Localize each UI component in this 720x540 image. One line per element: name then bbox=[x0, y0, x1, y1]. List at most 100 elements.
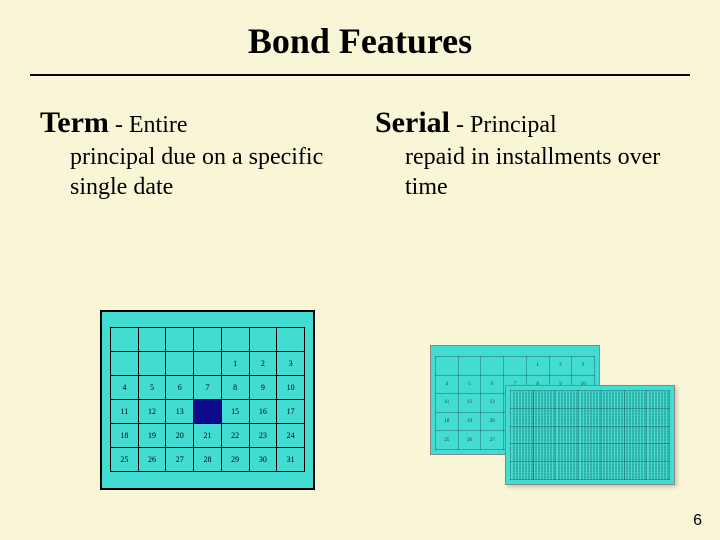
page-title: Bond Features bbox=[0, 0, 720, 74]
term-calendar: 1234567891011121314151617181920212223242… bbox=[100, 310, 315, 490]
mini-cell bbox=[504, 357, 527, 376]
calendar-cell: 1 bbox=[221, 352, 249, 376]
mini-cell: 1 bbox=[526, 357, 549, 376]
mini-cell bbox=[511, 462, 534, 480]
mini-cell bbox=[556, 408, 579, 426]
mini-cell bbox=[624, 462, 647, 480]
mini-cell bbox=[556, 426, 579, 444]
mini-cell: 6 bbox=[481, 375, 504, 394]
mini-cell bbox=[436, 357, 459, 376]
mini-cell bbox=[533, 462, 556, 480]
calendar-cell: 10 bbox=[277, 376, 305, 400]
mini-cell bbox=[601, 462, 624, 480]
calendar-cell: 7 bbox=[194, 376, 222, 400]
mini-cell: 5 bbox=[458, 375, 481, 394]
mini-cell bbox=[511, 408, 534, 426]
mini-calendar-front bbox=[505, 385, 675, 485]
calendar-header-cell bbox=[221, 328, 249, 352]
mini-cell bbox=[579, 426, 602, 444]
mini-cell bbox=[601, 426, 624, 444]
mini-cell bbox=[624, 408, 647, 426]
calendar-header-cell bbox=[277, 328, 305, 352]
mini-cell: 27 bbox=[481, 431, 504, 450]
mini-cell: 4 bbox=[436, 375, 459, 394]
calendar-cell: 13 bbox=[166, 400, 194, 424]
slide-number: 6 bbox=[693, 512, 702, 530]
term-heading-sub: - Entire bbox=[109, 112, 188, 138]
term-heading-main: Term bbox=[40, 106, 109, 139]
right-column: Serial - Principal repaid in installment… bbox=[375, 106, 680, 202]
mini-cell bbox=[579, 444, 602, 462]
mini-cell bbox=[511, 391, 534, 409]
serial-body: repaid in installments over time bbox=[375, 142, 680, 202]
mini-cell: 18 bbox=[436, 412, 459, 431]
calendar-header-cell bbox=[249, 328, 277, 352]
mini-cell bbox=[556, 391, 579, 409]
calendar-cell: 30 bbox=[249, 448, 277, 472]
calendar-cell: 17 bbox=[277, 400, 305, 424]
calendar-cell: 20 bbox=[166, 424, 194, 448]
mini-cell bbox=[579, 391, 602, 409]
calendar-cell: 18 bbox=[111, 424, 139, 448]
calendar-cell: 11 bbox=[111, 400, 139, 424]
calendar-cell bbox=[138, 352, 166, 376]
term-heading: Term - Entire bbox=[40, 106, 345, 140]
calendar-cell: 8 bbox=[221, 376, 249, 400]
calendar-cell: 23 bbox=[249, 424, 277, 448]
left-column: Term - Entire principal due on a specifi… bbox=[40, 106, 345, 202]
serial-heading-main: Serial bbox=[375, 106, 450, 139]
mini-cell bbox=[533, 426, 556, 444]
mini-cell bbox=[533, 444, 556, 462]
mini-cell bbox=[533, 408, 556, 426]
mini-cell bbox=[556, 462, 579, 480]
mini-cell bbox=[511, 444, 534, 462]
calendar-cell: 4 bbox=[111, 376, 139, 400]
content-columns: Term - Entire principal due on a specifi… bbox=[0, 76, 720, 202]
calendar-cell bbox=[166, 352, 194, 376]
calendar-cell: 26 bbox=[138, 448, 166, 472]
mini-cell: 19 bbox=[458, 412, 481, 431]
mini-cell: 26 bbox=[458, 431, 481, 450]
calendar-cell: 5 bbox=[138, 376, 166, 400]
mini-cell bbox=[458, 357, 481, 376]
mini-cell bbox=[647, 444, 670, 462]
mini-cell bbox=[647, 462, 670, 480]
mini-cell: 20 bbox=[481, 412, 504, 431]
serial-heading-sub: - Principal bbox=[450, 112, 557, 138]
serial-calendars: 1234567891011121314151617181920212223242… bbox=[430, 345, 675, 485]
mini-cell bbox=[624, 426, 647, 444]
mini-cell bbox=[481, 357, 504, 376]
mini-cell bbox=[647, 408, 670, 426]
calendar-cell: 3 bbox=[277, 352, 305, 376]
calendar-table: 1234567891011121314151617181920212223242… bbox=[110, 327, 305, 472]
calendar-cell: 28 bbox=[194, 448, 222, 472]
mini-cell bbox=[579, 408, 602, 426]
mini-cell bbox=[601, 444, 624, 462]
calendar-cell: 31 bbox=[277, 448, 305, 472]
calendar-cell: 12 bbox=[138, 400, 166, 424]
mini-cell: 11 bbox=[436, 394, 459, 413]
calendar-header-cell bbox=[111, 328, 139, 352]
mini-cell bbox=[533, 391, 556, 409]
mini-cell: 12 bbox=[458, 394, 481, 413]
mini-cell bbox=[601, 408, 624, 426]
calendar-cell bbox=[194, 352, 222, 376]
mini-cell bbox=[624, 444, 647, 462]
mini-cell: 2 bbox=[549, 357, 572, 376]
calendar-cell: 21 bbox=[194, 424, 222, 448]
mini-cell bbox=[556, 444, 579, 462]
calendar-cell: 29 bbox=[221, 448, 249, 472]
calendar-cell: 16 bbox=[249, 400, 277, 424]
calendar-cell: 27 bbox=[166, 448, 194, 472]
calendar-header-cell bbox=[166, 328, 194, 352]
mini-cell: 13 bbox=[481, 394, 504, 413]
mini-cell bbox=[647, 426, 670, 444]
calendar-cell: 22 bbox=[221, 424, 249, 448]
mini-cell bbox=[579, 462, 602, 480]
calendar-header-cell bbox=[138, 328, 166, 352]
calendar-cell: 24 bbox=[277, 424, 305, 448]
calendar-cell bbox=[111, 352, 139, 376]
serial-heading: Serial - Principal bbox=[375, 106, 680, 140]
mini-cell bbox=[601, 391, 624, 409]
mini-cell: 3 bbox=[572, 357, 595, 376]
